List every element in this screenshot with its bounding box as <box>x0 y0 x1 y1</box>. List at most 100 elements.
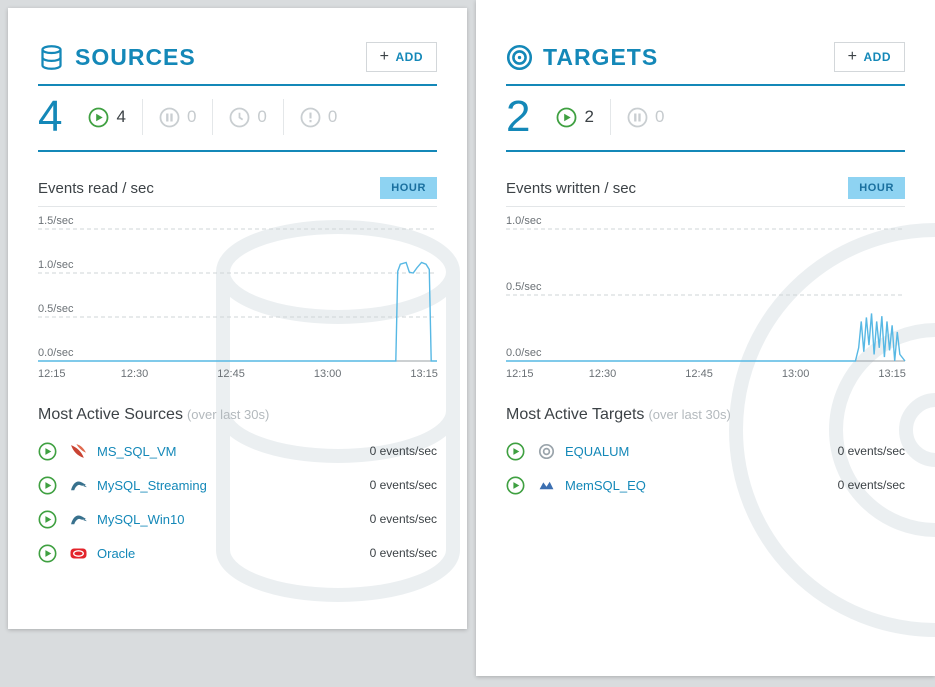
most-active-targets-suffix: (over last 30s) <box>648 407 731 422</box>
targets-stats-row: 2 2 0 <box>506 86 905 152</box>
oracle-icon <box>70 545 87 562</box>
targets-panel: TARGETS + ADD 2 2 <box>476 0 935 676</box>
stopped-count: 0 <box>257 107 267 126</box>
svg-text:0.0/sec: 0.0/sec <box>506 347 542 359</box>
svg-text:13:15: 13:15 <box>878 368 906 380</box>
source-row: MS_SQL_VM 0 events/sec <box>38 434 437 468</box>
targets-running-stat: 2 <box>540 107 609 128</box>
source-link[interactable]: MS_SQL_VM <box>97 443 177 459</box>
paused-count: 0 <box>654 107 665 126</box>
source-row: MySQL_Streaming 0 events/sec <box>38 468 437 502</box>
svg-text:12:45: 12:45 <box>217 368 245 380</box>
clock-icon <box>229 107 250 127</box>
source-rate: 0 events/sec <box>369 478 437 492</box>
hour-range-button[interactable]: HOUR <box>380 177 437 199</box>
play-icon <box>506 476 525 494</box>
source-rate: 0 events/sec <box>369 546 437 560</box>
pause-icon <box>159 107 180 127</box>
mysql-icon <box>70 511 87 528</box>
add-target-button[interactable]: + ADD <box>833 42 905 72</box>
svg-text:0.0/sec: 0.0/sec <box>38 347 74 359</box>
database-watermark <box>216 220 460 602</box>
stat-divider <box>609 99 611 135</box>
target-rate: 0 events/sec <box>837 478 905 492</box>
source-row: MySQL_Win10 0 events/sec <box>38 502 437 536</box>
events-written-chart: 0.0/sec 0.5/sec 1.0/sec 12:15 12:30 12:45 13:0… <box>506 215 906 380</box>
targets-paused-stat: 0 <box>611 107 680 128</box>
sources-running-stat: 4 <box>72 107 141 128</box>
mysql-icon <box>70 477 87 494</box>
targets-total-count: 2 <box>506 92 531 141</box>
sources-total-count: 4 <box>38 92 63 141</box>
sources-stats-row: 4 4 0 <box>38 86 437 152</box>
svg-text:13:00: 13:00 <box>782 368 810 380</box>
running-count: 4 <box>116 107 126 126</box>
most-active-sources-suffix: (over last 30s) <box>186 407 270 422</box>
pause-icon <box>627 107 648 127</box>
targets-title: TARGETS <box>543 43 659 70</box>
running-count: 2 <box>584 107 594 126</box>
svg-text:1.0/sec: 1.0/sec <box>506 215 542 227</box>
stat-divider <box>212 99 214 135</box>
source-link[interactable]: MySQL_Streaming <box>97 477 207 493</box>
svg-text:13:15: 13:15 <box>410 368 438 380</box>
most-active-sources-heading: Most Active Sources (over last 30s) <box>38 406 437 424</box>
sources-paused-stat: 0 <box>143 107 212 128</box>
play-icon <box>506 442 525 460</box>
most-active-targets-heading: Most Active Targets (over last 30s) <box>506 406 905 424</box>
add-source-label: ADD <box>395 50 423 64</box>
equalum-icon <box>538 443 555 460</box>
svg-text:1.0/sec: 1.0/sec <box>38 259 74 271</box>
play-icon <box>38 476 57 494</box>
error-icon <box>300 107 321 127</box>
target-row: MemSQL_EQ 0 events/sec <box>506 468 905 502</box>
hour-range-button[interactable]: HOUR <box>848 177 905 199</box>
target-row: EQUALUM 0 events/sec <box>506 434 905 468</box>
plus-icon: + <box>847 48 858 65</box>
svg-text:12:30: 12:30 <box>589 368 617 380</box>
target-link[interactable]: EQUALUM <box>565 443 630 459</box>
play-icon <box>38 544 57 562</box>
events-read-chart: 0.0/sec 0.5/sec 1.0/sec 1.5/sec 12:15 12:30 12… <box>38 215 438 380</box>
play-icon <box>89 107 109 127</box>
plus-icon: + <box>379 48 390 65</box>
source-link[interactable]: Oracle <box>97 545 136 561</box>
spiral-watermark <box>729 223 935 637</box>
svg-text:12:45: 12:45 <box>685 368 713 380</box>
svg-text:13:00: 13:00 <box>314 368 342 380</box>
target-rate: 0 events/sec <box>837 444 905 458</box>
svg-text:12:15: 12:15 <box>38 368 66 380</box>
add-source-button[interactable]: + ADD <box>365 42 437 72</box>
sources-chart-title: Events read / sec <box>38 179 154 197</box>
targets-header: TARGETS + ADD <box>506 0 905 86</box>
target-icon <box>506 44 533 70</box>
targets-chart-title: Events written / sec <box>506 179 637 197</box>
svg-text:1.5/sec: 1.5/sec <box>38 215 74 227</box>
most-active-targets-title: Most Active Targets <box>506 406 645 423</box>
source-link[interactable]: MySQL_Win10 <box>97 511 185 527</box>
target-link[interactable]: MemSQL_EQ <box>565 477 646 493</box>
stat-divider <box>141 99 143 135</box>
paused-count: 0 <box>186 107 197 126</box>
source-rate: 0 events/sec <box>369 444 437 458</box>
play-icon <box>557 107 577 127</box>
source-rate: 0 events/sec <box>369 512 437 526</box>
add-target-label: ADD <box>863 50 891 64</box>
sources-error-stat: 0 <box>284 107 353 128</box>
source-row: Oracle 0 events/sec <box>38 536 437 570</box>
sources-chart-header: Events read / sec HOUR <box>38 177 437 207</box>
memsql-icon <box>538 477 555 494</box>
stat-divider <box>282 99 284 135</box>
svg-text:12:30: 12:30 <box>121 368 149 380</box>
sources-header: SOURCES + ADD <box>38 8 437 86</box>
svg-text:0.5/sec: 0.5/sec <box>506 281 542 293</box>
sources-stopped-stat: 0 <box>213 107 282 128</box>
sources-title: SOURCES <box>75 43 196 70</box>
play-icon <box>38 442 57 460</box>
svg-text:12:15: 12:15 <box>506 368 534 380</box>
most-active-sources-title: Most Active Sources <box>38 406 183 423</box>
svg-text:0.5/sec: 0.5/sec <box>38 303 74 315</box>
error-count: 0 <box>327 107 338 126</box>
mssql-icon <box>70 443 87 460</box>
sources-panel: SOURCES + ADD 4 4 <box>8 8 467 629</box>
